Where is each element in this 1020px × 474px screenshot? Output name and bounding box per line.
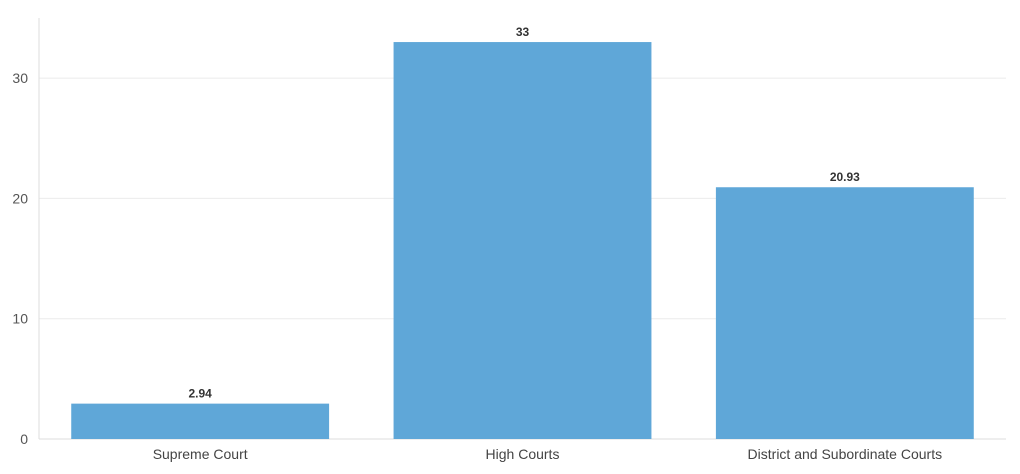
bar-value-label: 20.93 <box>830 170 860 184</box>
bar-value-label: 2.94 <box>188 387 212 401</box>
y-tick-label: 10 <box>12 311 28 327</box>
bar-value-label: 33 <box>516 25 530 39</box>
y-tick-label: 0 <box>20 431 28 447</box>
bar <box>393 42 652 440</box>
y-tick-label: 20 <box>12 190 28 206</box>
bar <box>715 187 974 439</box>
x-category-label: District and Subordinate Courts <box>748 446 943 462</box>
y-tick-label: 30 <box>12 70 28 86</box>
x-category-label: High Courts <box>486 446 560 462</box>
labels: 0 10 20 30 2.94 Supreme Court 33 High Courts 20.… <box>12 25 942 462</box>
bars <box>71 42 974 440</box>
bar <box>71 403 330 439</box>
x-category-label: Supreme Court <box>153 446 248 462</box>
